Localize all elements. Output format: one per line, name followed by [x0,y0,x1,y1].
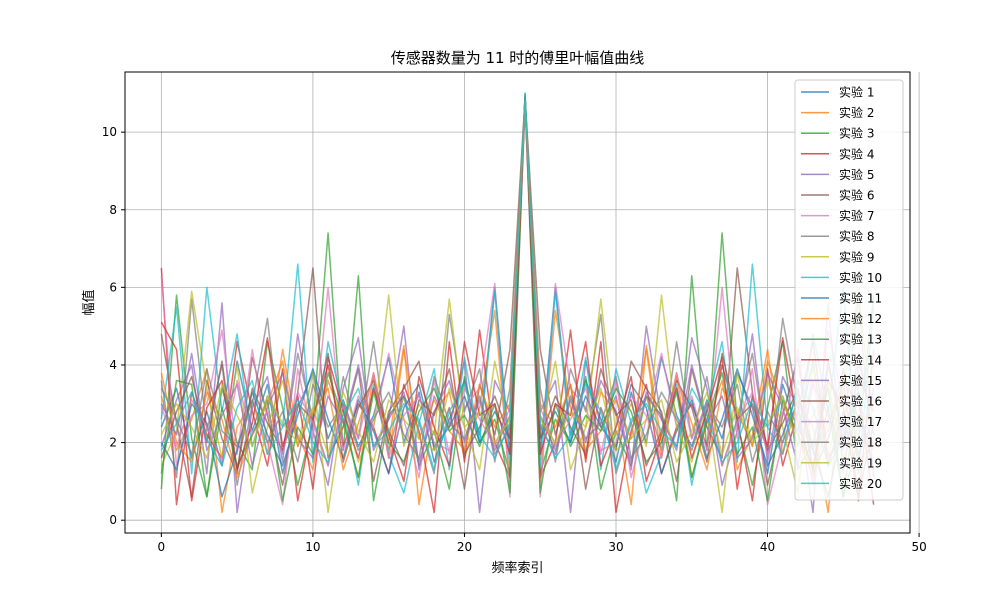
plot-frame [124,71,911,534]
chart-title: 传感器数量为 11 时的傅里叶幅值曲线 [391,49,645,67]
x-tick-label: 30 [608,540,623,554]
x-axis-label: 频率索引 [491,560,543,576]
legend-entry: 实验 1 [839,85,874,100]
x-tick-label: 50 [911,540,926,554]
y-tick-label: 0 [109,513,117,527]
legend-entry: 实验 10 [839,270,882,285]
y-tick-label: 4 [109,358,117,372]
legend-entry: 实验 16 [839,394,882,409]
legend-entry: 实验 19 [839,455,882,470]
y-tick-label: 8 [109,203,117,217]
x-tick-label: 10 [305,540,320,554]
legend-entry: 实验 14 [839,352,882,367]
series-line-20 [160,96,875,471]
x-tick-label: 0 [158,540,166,554]
legend-entry: 实验 7 [839,208,874,223]
legend-entry: 实验 6 [839,188,874,203]
legend-entry: 实验 13 [839,332,882,347]
x-tick-label: 20 [457,540,472,554]
legend-entry: 实验 11 [839,291,882,306]
legend-entry: 实验 9 [839,249,874,264]
y-tick-label: 2 [109,436,117,450]
grid [125,72,920,533]
series-lines [160,92,875,514]
legend-entry: 实验 4 [839,146,874,161]
legend-entry: 实验 2 [839,105,874,120]
legend-entry: 实验 17 [839,414,882,429]
y-tick-label: 10 [102,125,117,139]
legend-entry: 实验 3 [839,126,874,141]
series-line-6 [160,96,875,498]
y-axis-label: 幅值 [81,289,97,315]
axis-ticks: 0 10 20 30 40 50 0 2 4 6 8 10 [102,125,927,554]
legend-box [794,79,904,501]
y-tick-label: 6 [109,280,117,294]
legend-entry: 实验 20 [839,476,882,491]
x-tick-label: 40 [760,540,775,554]
legend-entry: 实验 5 [839,167,874,182]
legend-entry: 实验 18 [839,435,882,450]
legend-entry: 实验 15 [839,373,882,388]
legend-entry: 实验 8 [839,229,874,244]
legend-entry: 实验 12 [839,311,882,326]
legend: 实验 1 实验 2 实验 3 实验 4 实验 5 实验 6 实验 7 实验 8 实验 9 实验 1… [794,79,904,501]
